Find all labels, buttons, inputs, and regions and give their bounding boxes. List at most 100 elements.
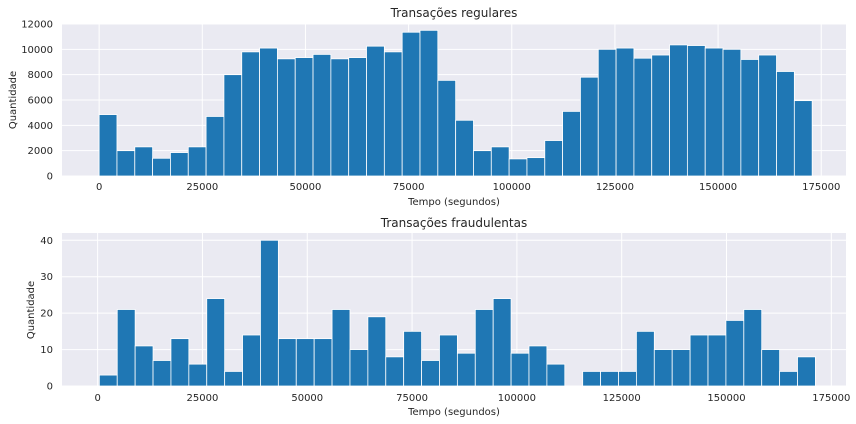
histogram-bar xyxy=(383,51,403,177)
y-tick-label: 6000 xyxy=(28,96,53,107)
histogram-bar xyxy=(797,356,816,387)
histogram-bar xyxy=(455,119,474,177)
bars xyxy=(98,29,813,177)
histogram-bar xyxy=(546,363,566,387)
chart-title: Transações fraudulentas xyxy=(380,216,527,230)
x-tick-label: 75000 xyxy=(396,393,428,404)
x-tick-label: 150000 xyxy=(699,182,737,193)
histogram-bar xyxy=(633,57,653,177)
histogram-bar xyxy=(367,316,387,387)
histogram-bar xyxy=(313,338,333,387)
histogram-bar xyxy=(403,330,422,387)
histogram-bar xyxy=(421,360,440,387)
x-tick-label: 125000 xyxy=(596,182,634,193)
y-tick-labels: 0 2000 4000 6000 8000 10000 12000 xyxy=(21,20,53,183)
histogram-bar xyxy=(385,356,405,387)
x-tick-label: 175000 xyxy=(802,182,840,193)
histogram-bar xyxy=(689,334,709,387)
x-tick-labels: 0 25000 50000 75000 100000 125000 150000 175000 xyxy=(96,182,840,193)
histogram-bar xyxy=(582,371,601,387)
y-tick-label: 20 xyxy=(40,309,53,320)
histogram-bar xyxy=(241,51,260,177)
histogram-bar xyxy=(508,158,528,177)
bars xyxy=(98,239,816,387)
x-tick-label: 100000 xyxy=(493,182,531,193)
histogram-bar xyxy=(758,54,777,177)
histogram-bar xyxy=(597,48,617,177)
histogram-bar xyxy=(437,79,457,177)
histogram-bar xyxy=(366,45,385,177)
histogram-bar xyxy=(242,334,261,387)
x-tick-label: 150000 xyxy=(707,393,745,404)
y-tick-label: 12000 xyxy=(21,20,53,31)
histogram-bar xyxy=(618,371,637,387)
histogram-bar xyxy=(544,140,564,177)
histogram-bar xyxy=(600,371,619,387)
histogram-bar xyxy=(722,48,742,177)
histogram-bar xyxy=(152,157,171,177)
histogram-bar xyxy=(793,100,813,177)
histogram-bar xyxy=(170,152,189,177)
y-tick-label: 8000 xyxy=(28,70,53,81)
histogram-bar xyxy=(259,47,278,177)
chart-regulares: 0 25000 50000 75000 100000 125000 150000 175000… xyxy=(8,6,846,208)
histogram-bar xyxy=(419,29,439,177)
histogram-bar xyxy=(651,54,670,177)
histogram-bar xyxy=(312,54,332,177)
chart-fraudulentas: 0 25000 50000 75000 100000 125000 150000 175000… xyxy=(26,216,850,418)
histogram-bar xyxy=(761,349,781,387)
histogram-bar xyxy=(331,309,351,387)
y-axis-label: Quantidade xyxy=(26,281,37,339)
histogram-bar xyxy=(401,31,421,177)
chart-title: Transações regulares xyxy=(390,6,518,20)
histogram-bar xyxy=(669,44,688,177)
histogram-bar xyxy=(776,71,795,177)
histogram-bar xyxy=(116,309,136,387)
y-tick-label: 4000 xyxy=(28,121,53,132)
y-tick-label: 40 xyxy=(40,236,53,247)
x-tick-label: 50000 xyxy=(291,393,323,404)
histogram-bar xyxy=(725,320,745,387)
x-axis-label: Tempo (segundos) xyxy=(407,407,500,418)
histogram-bar xyxy=(686,45,706,177)
histogram-bar xyxy=(490,146,510,177)
histogram-bar xyxy=(187,146,207,177)
y-tick-label: 2000 xyxy=(28,146,53,157)
y-axis-label: Quantidade xyxy=(8,71,19,129)
histogram-bar xyxy=(615,47,635,177)
histogram-bar xyxy=(562,111,581,177)
histogram-bar xyxy=(740,59,760,177)
x-tick-label: 75000 xyxy=(393,182,425,193)
x-tick-labels: 0 25000 50000 75000 100000 125000 150000 175000 xyxy=(94,393,850,404)
histogram-bar xyxy=(473,150,492,177)
histogram-bar xyxy=(277,338,297,387)
histogram-bar xyxy=(330,58,350,177)
histogram-bar xyxy=(188,363,208,387)
y-tick-label: 10000 xyxy=(21,45,53,56)
histogram-bar xyxy=(474,309,494,387)
y-tick-label: 30 xyxy=(40,272,53,283)
x-tick-label: 175000 xyxy=(812,393,850,404)
histogram-bar xyxy=(653,349,673,387)
x-tick-label: 0 xyxy=(94,393,100,404)
x-axis-label: Tempo (segundos) xyxy=(407,197,500,208)
histogram-bar xyxy=(779,371,798,387)
histogram-bar xyxy=(580,76,599,177)
y-tick-label: 10 xyxy=(40,345,53,356)
y-tick-labels: 0 10 20 30 40 xyxy=(40,236,53,393)
histogram-bar xyxy=(456,352,476,387)
histogram-bar xyxy=(205,116,225,177)
histogram-bar xyxy=(276,58,296,177)
histogram-bar xyxy=(295,338,315,387)
x-tick-label: 25000 xyxy=(186,182,218,193)
x-tick-label: 0 xyxy=(96,182,102,193)
y-tick-label: 0 xyxy=(47,382,53,393)
histogram-bar xyxy=(707,334,727,387)
histogram-bar xyxy=(348,57,367,177)
x-tick-label: 100000 xyxy=(498,393,536,404)
histogram-bar xyxy=(260,239,279,387)
histogram-bar xyxy=(294,57,314,177)
histogram-bar xyxy=(528,345,548,387)
histogram-bar xyxy=(152,360,172,387)
x-tick-label: 125000 xyxy=(603,393,641,404)
